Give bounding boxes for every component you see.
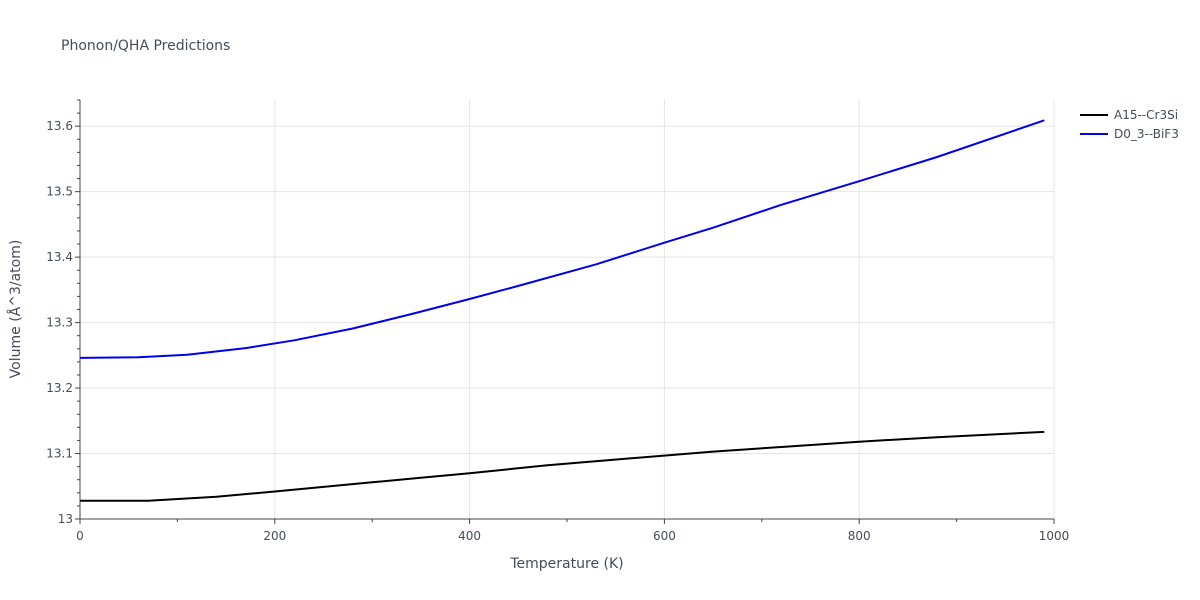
x-tick-label: 0 [76,529,84,543]
x-tick-label: 600 [653,529,676,543]
x-axis-label: Temperature (K) [509,556,623,572]
x-tick-label: 800 [848,529,871,543]
grid [80,100,1055,520]
plot-area[interactable] [79,119,1045,502]
y-tick-label: 13.3 [46,316,73,330]
x-tick-label: 200 [263,529,286,543]
y-tick-label: 13.2 [46,381,73,395]
legend-label-0[interactable]: A15--Cr3Si [1114,108,1178,122]
y-tick-label: 13 [58,512,73,526]
y-tick-label: 13.1 [46,447,73,461]
chart-title: Phonon/QHA Predictions [61,38,230,54]
axes: 0 200 400 600 800 1000 13 13.1 13.2 13.3 13.4 13.5 1… [46,99,1070,543]
y-tick-label: 13.5 [46,185,73,199]
series-line-1[interactable] [79,119,1045,359]
y-axis-label: Volume (Å^3/atom) [7,240,24,379]
x-tick-label: 400 [458,529,481,543]
series-line-0[interactable] [80,430,1045,502]
y-tick-label: 13.4 [46,250,73,264]
x-tick-label: 1000 [1039,529,1070,543]
y-tick-label: 13.6 [46,119,73,133]
legend-label-1[interactable]: D0_3--BiF3 [1114,127,1179,141]
legend[interactable]: A15--Cr3Si D0_3--BiF3 [1080,108,1179,141]
